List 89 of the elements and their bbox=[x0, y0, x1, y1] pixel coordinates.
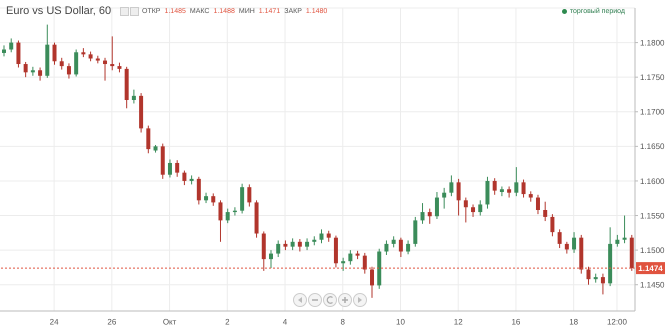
candlestick bbox=[168, 159, 172, 178]
candlestick bbox=[290, 238, 295, 251]
candlestick bbox=[74, 49, 78, 77]
x-tick-label: 12:00 bbox=[606, 318, 628, 327]
candlestick bbox=[384, 240, 388, 256]
x-tick-label: 18 bbox=[569, 318, 579, 327]
candlestick bbox=[348, 250, 352, 266]
y-tick-label: 1.1800 bbox=[640, 38, 665, 48]
candlestick bbox=[16, 40, 20, 68]
candlestick bbox=[543, 201, 548, 222]
candlestick bbox=[218, 200, 222, 242]
candlestick bbox=[471, 204, 476, 218]
candlestick bbox=[536, 194, 540, 215]
candlestick bbox=[103, 57, 108, 82]
candlestick bbox=[268, 250, 273, 269]
candlestick bbox=[320, 228, 324, 244]
candlestick bbox=[240, 183, 244, 214]
candlestick bbox=[550, 214, 554, 237]
candlestick bbox=[413, 216, 418, 248]
x-tick-label: 8 bbox=[340, 318, 346, 327]
candlestick bbox=[283, 240, 288, 251]
candlestick bbox=[434, 192, 439, 220]
candlestick bbox=[370, 266, 374, 298]
candlestick bbox=[9, 38, 14, 53]
y-tick-label: 1.1750 bbox=[640, 73, 665, 82]
candlestick bbox=[196, 176, 201, 205]
candlestick bbox=[146, 125, 150, 154]
x-tick-label: 2 bbox=[225, 318, 230, 327]
chart-title: Euro vs US Dollar, 60 bbox=[6, 5, 112, 17]
candlestick bbox=[478, 200, 482, 216]
candlestick bbox=[464, 197, 468, 223]
candlestick bbox=[507, 186, 512, 198]
candlestick bbox=[558, 228, 562, 249]
x-tick-label: Окт bbox=[162, 318, 177, 327]
candlestick bbox=[204, 192, 208, 204]
candlestick bbox=[586, 266, 590, 286]
candlestick bbox=[500, 186, 504, 197]
ref-line-label: 1.1474 bbox=[638, 264, 664, 274]
candlestick bbox=[564, 241, 569, 254]
candlestick bbox=[406, 240, 410, 255]
candlestick bbox=[132, 89, 136, 104]
candlestick bbox=[522, 179, 526, 198]
candlestick bbox=[88, 51, 93, 62]
candlestick bbox=[442, 187, 446, 210]
candlestick bbox=[398, 237, 403, 258]
candlestick bbox=[60, 57, 64, 70]
candlestick bbox=[485, 176, 490, 210]
candlestick bbox=[600, 273, 605, 295]
candlestick bbox=[456, 178, 461, 216]
candlestick bbox=[392, 236, 396, 248]
candlestick bbox=[492, 178, 497, 196]
x-tick-label: 16 bbox=[511, 318, 521, 327]
y-tick-label: 1.1650 bbox=[640, 142, 665, 152]
x-tick-label: 26 bbox=[107, 318, 117, 327]
candlestick bbox=[298, 238, 302, 252]
y-tick-label: 1.1700 bbox=[640, 108, 665, 117]
candlestick bbox=[24, 61, 28, 78]
x-tick-label: 10 bbox=[396, 318, 406, 327]
candlestick bbox=[362, 252, 367, 274]
candlestick bbox=[110, 36, 114, 71]
candlestick bbox=[175, 160, 180, 178]
y-tick-label: 1.1550 bbox=[640, 211, 665, 220]
candlestick bbox=[341, 257, 346, 272]
candlestick bbox=[420, 202, 425, 224]
candlestick bbox=[514, 166, 518, 197]
candlestick bbox=[117, 62, 122, 73]
x-tick-label: 12 bbox=[454, 318, 464, 327]
candlestick bbox=[305, 238, 310, 251]
candlestick bbox=[226, 208, 230, 224]
y-tick-label: 1.1500 bbox=[640, 246, 665, 255]
candlestick bbox=[622, 215, 627, 244]
y-tick-label: 1.1450 bbox=[640, 280, 665, 290]
x-tick-label: 4 bbox=[282, 318, 288, 327]
y-tick-label: 1.1600 bbox=[640, 176, 665, 186]
candlestick bbox=[52, 42, 57, 66]
candlestick bbox=[615, 234, 620, 248]
candlestick bbox=[38, 66, 42, 82]
x-tick-label: 24 bbox=[50, 318, 60, 327]
candlestick bbox=[247, 184, 252, 208]
candlestick bbox=[449, 174, 454, 197]
candlestick bbox=[326, 230, 331, 242]
candlestick bbox=[528, 190, 533, 202]
candlestick bbox=[66, 62, 71, 80]
candlestick bbox=[572, 232, 576, 254]
candlestick bbox=[2, 44, 6, 57]
candlestick bbox=[428, 208, 432, 224]
candlestick bbox=[276, 240, 280, 258]
candlestick bbox=[211, 192, 216, 206]
candlestick bbox=[182, 170, 186, 186]
